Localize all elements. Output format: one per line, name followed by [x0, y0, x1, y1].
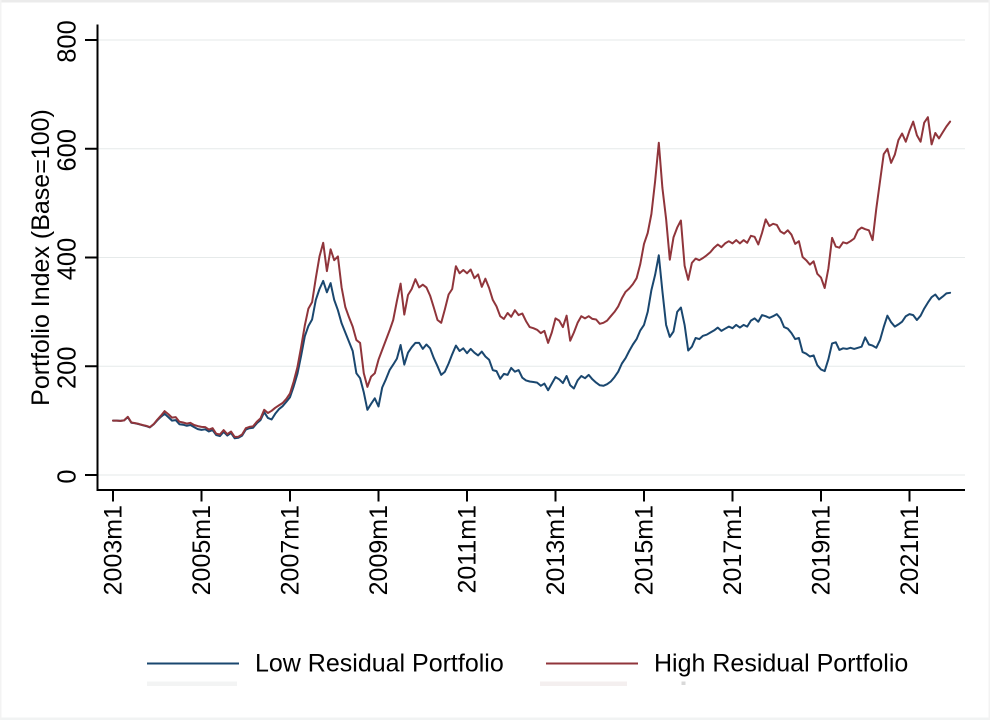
svg-text:600: 600 [54, 129, 82, 172]
svg-text:2017m1: 2017m1 [719, 505, 747, 595]
svg-text:2019m1: 2019m1 [808, 505, 836, 595]
svg-text:2003m1: 2003m1 [100, 505, 128, 595]
svg-text:2007m1: 2007m1 [277, 505, 305, 595]
svg-text:2009m1: 2009m1 [365, 505, 393, 595]
svg-text:Low Residual Portfolio: Low Residual Portfolio [255, 650, 504, 678]
svg-text:800: 800 [54, 20, 82, 63]
svg-text:2021m1: 2021m1 [896, 505, 924, 595]
svg-text:2011m1: 2011m1 [454, 505, 482, 594]
svg-text:200: 200 [54, 346, 82, 389]
svg-text:2015m1: 2015m1 [631, 505, 659, 595]
svg-text:2005m1: 2005m1 [188, 505, 216, 595]
svg-text:0: 0 [54, 469, 82, 483]
svg-text:400: 400 [54, 238, 82, 281]
svg-text:2013m1: 2013m1 [542, 505, 570, 595]
svg-text:Portfolio Index (Base=100): Portfolio Index (Base=100) [27, 109, 55, 406]
svg-text:High Residual Portfolio: High Residual Portfolio [654, 650, 908, 678]
